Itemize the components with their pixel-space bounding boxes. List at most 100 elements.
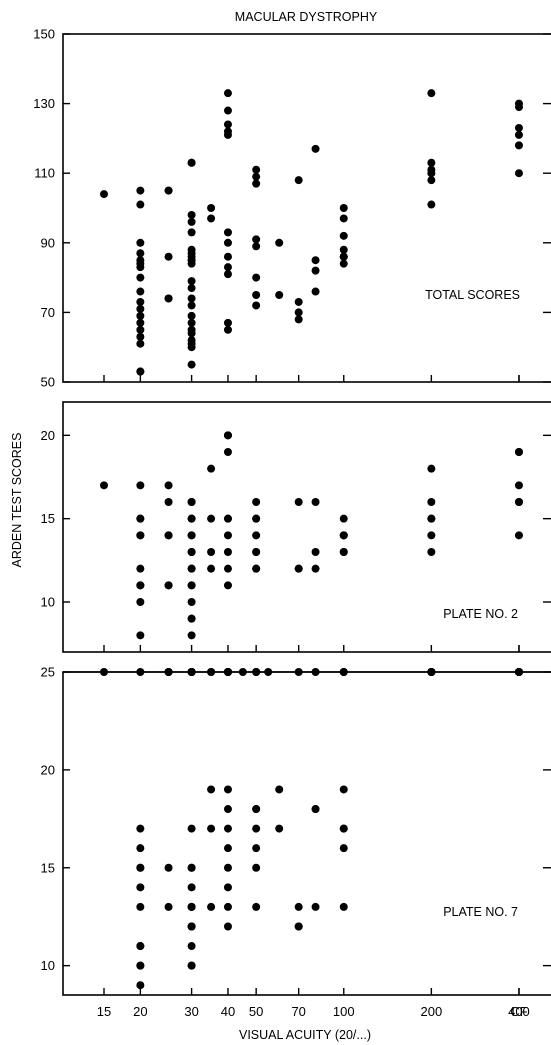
data-point (252, 165, 261, 174)
data-point (294, 315, 303, 324)
data-point (207, 564, 216, 573)
y-tick-label: 20 (41, 762, 55, 777)
panel-annotation: PLATE NO. 2 (443, 607, 518, 621)
y-tick-label: 25 (41, 665, 55, 680)
data-point (514, 169, 523, 178)
data-point (187, 631, 196, 640)
data-point (223, 863, 232, 872)
data-point (223, 252, 232, 261)
data-point (136, 318, 145, 327)
x-tick-label: 30 (184, 1004, 198, 1019)
data-point (207, 214, 216, 223)
data-point (427, 89, 436, 98)
data-point (187, 294, 196, 303)
data-point (136, 961, 145, 970)
data-point (136, 942, 145, 951)
data-point (164, 252, 173, 261)
data-point (187, 158, 196, 167)
data-point (252, 172, 261, 181)
data-point (223, 89, 232, 98)
data-point (100, 481, 108, 490)
data-point (294, 564, 303, 573)
data-point (339, 844, 348, 853)
data-point (252, 564, 261, 573)
data-point (100, 190, 108, 199)
panel-frame (62, 33, 551, 383)
data-point (223, 318, 232, 327)
data-point (311, 266, 320, 275)
data-point (339, 259, 348, 268)
data-point (294, 308, 303, 317)
y-tick-label: 130 (33, 96, 55, 111)
data-point (223, 883, 232, 892)
y-axis-label: ARDEN TEST SCORES (10, 433, 24, 568)
data-point (223, 922, 232, 931)
data-point (311, 902, 320, 911)
data-point (223, 668, 232, 676)
data-point (427, 531, 436, 540)
data-point (311, 548, 320, 556)
data-point (514, 141, 523, 150)
data-point (136, 186, 145, 195)
data-point (339, 824, 348, 833)
data-point (514, 130, 523, 139)
data-point (223, 448, 232, 456)
data-point (164, 294, 173, 303)
x-tick-label: 200 (421, 1004, 443, 1019)
data-point (427, 176, 436, 185)
x-tick-label: 40 (221, 1004, 235, 1019)
data-point (207, 824, 216, 833)
data-point (136, 325, 145, 334)
data-point (238, 668, 247, 676)
data-point (294, 297, 303, 306)
data-point (136, 238, 145, 247)
y-tick-label: 90 (41, 235, 55, 250)
data-point (207, 902, 216, 911)
data-point (252, 805, 261, 814)
data-point (164, 186, 173, 195)
data-point (164, 481, 173, 490)
data-point (223, 564, 232, 573)
data-point (187, 217, 196, 226)
data-point (164, 498, 173, 506)
data-point (136, 514, 145, 523)
data-point (187, 228, 196, 237)
data-point (427, 668, 436, 676)
data-point (207, 785, 216, 794)
x-tick-label: 15 (97, 1004, 111, 1019)
data-point (164, 531, 173, 540)
data-point (252, 301, 261, 310)
figure-title: MACULAR DYSTROPHY (235, 10, 378, 24)
data-point (187, 564, 196, 573)
data-point (223, 270, 232, 279)
data-point (223, 548, 232, 556)
data-point (252, 498, 261, 506)
data-point (136, 863, 145, 872)
data-point (223, 785, 232, 794)
data-point (252, 291, 261, 299)
data-point (187, 329, 196, 338)
data-point (136, 311, 145, 320)
data-point (164, 581, 173, 590)
data-point (275, 291, 284, 299)
data-point (187, 259, 196, 268)
data-point (427, 548, 436, 556)
data-point (136, 844, 145, 853)
data-point (187, 902, 196, 911)
panel-annotation: TOTAL SCORES (425, 288, 520, 302)
data-point (164, 863, 173, 872)
data-point (252, 548, 261, 556)
data-point (311, 287, 320, 296)
data-point (515, 103, 523, 112)
data-point (223, 824, 232, 833)
data-point (223, 581, 232, 590)
data-point (223, 238, 232, 247)
data-point (339, 231, 348, 240)
data-point (252, 242, 261, 251)
data-point (515, 498, 523, 506)
x-tick-label: 100 (333, 1004, 355, 1019)
data-point (136, 256, 145, 265)
data-point (339, 245, 348, 254)
data-point (223, 514, 232, 523)
